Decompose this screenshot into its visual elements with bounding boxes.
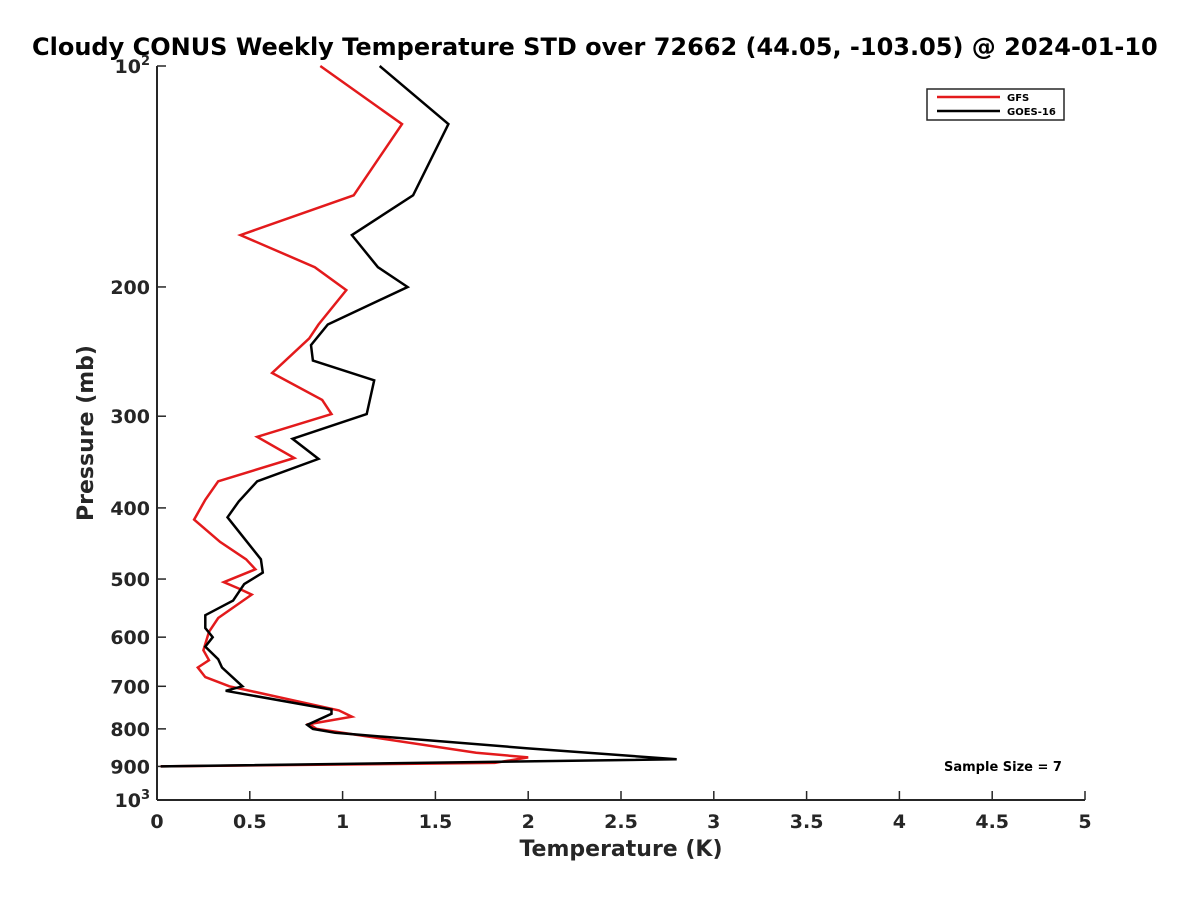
y-axis-label: Pressure (mb) (74, 345, 99, 521)
y-tick-label: 800 (110, 719, 150, 741)
legend-label-goes16: GOES-16 (1007, 107, 1056, 118)
legend-box (926, 88, 1065, 121)
y-tick-label: 103 (115, 788, 151, 812)
y-ticks: 102 200 300 400 500 600 700 800 900 103 (110, 54, 166, 812)
x-tick-label: 1.5 (419, 811, 453, 833)
x-tick-label: 2.5 (604, 811, 638, 833)
series-line-gfs (160, 64, 529, 768)
y-tick-label: 400 (110, 498, 150, 520)
y-tick-label: 200 (110, 277, 150, 299)
y-tick-label: 600 (110, 627, 150, 649)
axes (156, 66, 1085, 801)
x-tick-label: 0.5 (233, 811, 267, 833)
series-group (160, 64, 677, 768)
series-line-goes16 (160, 65, 677, 768)
x-tick-label: 3 (707, 811, 720, 833)
x-tick-label: 1 (336, 811, 349, 833)
x-tick-label: 3.5 (790, 811, 824, 833)
x-ticks: 0 0.5 1 1.5 2 2.5 3 3.5 4 4.5 5 (150, 791, 1092, 833)
y-tick-label: 900 (110, 756, 150, 778)
x-tick-label: 2 (522, 811, 535, 833)
sample-size-annotation: Sample Size = 7 (944, 760, 1062, 775)
y-tick-label: 300 (110, 406, 150, 428)
x-tick-label: 0 (150, 811, 163, 833)
x-tick-label: 5 (1078, 811, 1091, 833)
y-tick-label: 700 (110, 676, 150, 698)
x-tick-label: 4 (893, 811, 906, 833)
y-tick-label: 500 (110, 569, 150, 591)
x-axis-label: Temperature (K) (519, 837, 722, 862)
legend: GFS GOES-16 (926, 88, 1065, 121)
y-tick-label: 102 (115, 54, 151, 78)
chart-title: Cloudy CONUS Weekly Temperature STD over… (32, 33, 1158, 61)
legend-label-gfs: GFS (1007, 93, 1029, 104)
x-tick-label: 4.5 (975, 811, 1009, 833)
